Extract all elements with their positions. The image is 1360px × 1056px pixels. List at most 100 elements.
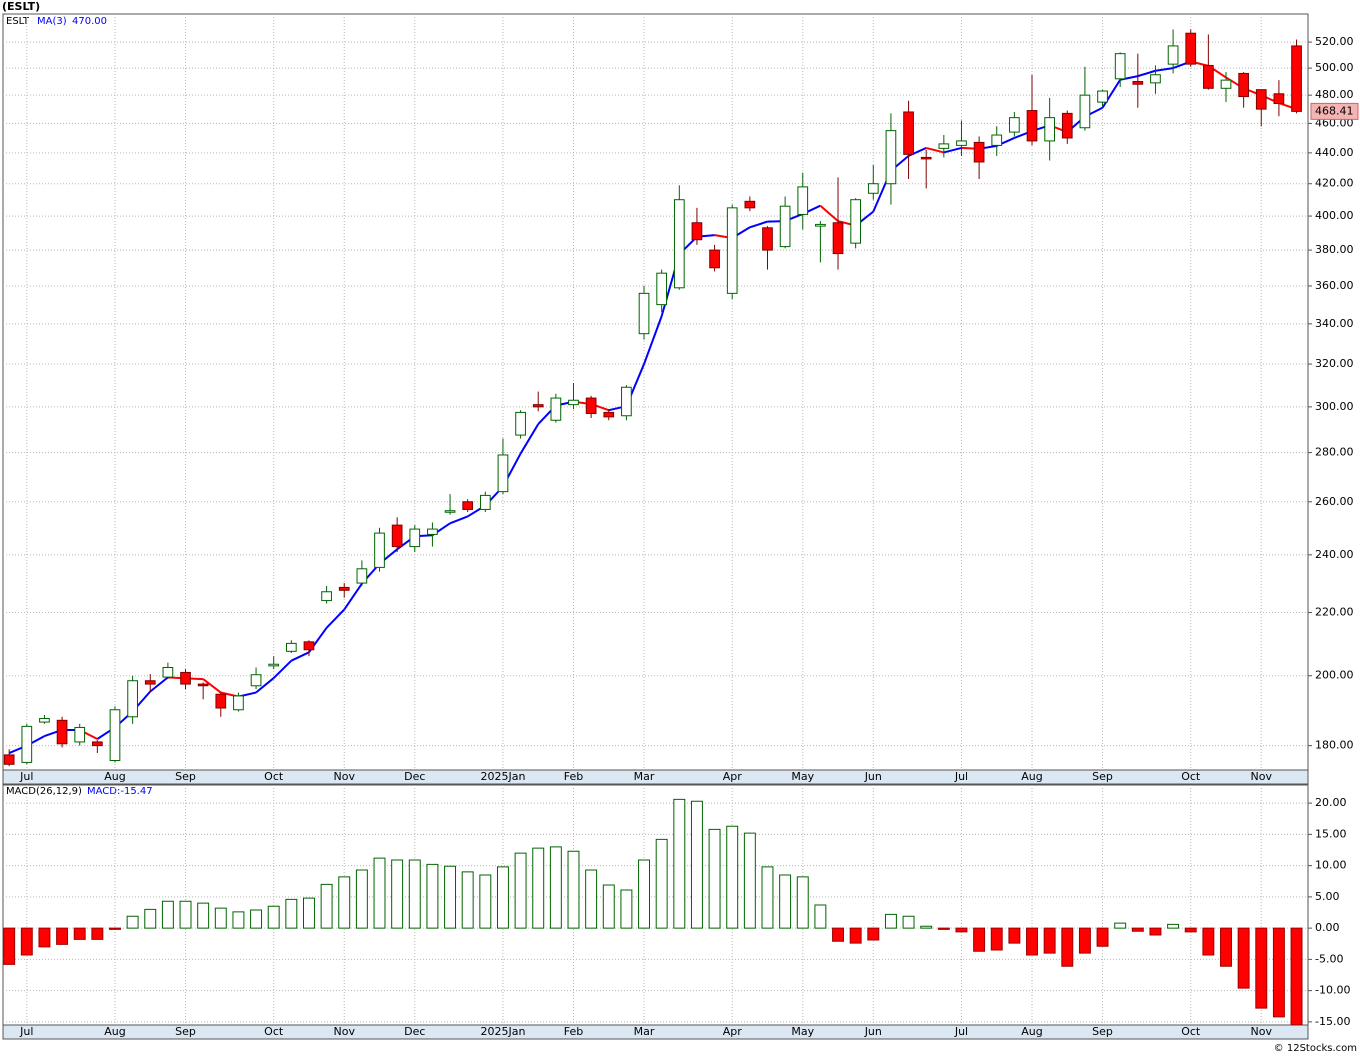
macd-bar — [779, 874, 792, 929]
x-tick-label: May — [791, 770, 814, 783]
macd-bar — [832, 927, 844, 942]
candle-body — [233, 695, 244, 711]
ma-segment — [290, 651, 310, 662]
macd-bar — [743, 832, 756, 929]
candle-body — [550, 397, 562, 421]
y-tick-label: 440.00 — [1315, 146, 1354, 159]
y-tick-label: -5.00 — [1315, 952, 1343, 965]
candle-body — [127, 680, 138, 718]
y-tick-label: 340.00 — [1315, 317, 1354, 330]
candle-body — [56, 719, 68, 745]
price-x-axis-band — [2, 769, 1309, 785]
ma-segment — [819, 204, 839, 222]
candle-body — [479, 494, 491, 510]
candle-body — [762, 227, 773, 251]
macd-bar — [655, 838, 668, 929]
macd-bar — [1255, 927, 1268, 1009]
y-tick-label: 200.00 — [1315, 669, 1354, 682]
macd-bar — [990, 927, 1003, 951]
y-tick-label: 380.00 — [1315, 243, 1354, 256]
candle-body — [515, 411, 526, 436]
x-tick-label: Nov — [1251, 770, 1273, 783]
x-tick-label: Aug — [104, 1025, 125, 1038]
candle-body — [391, 524, 403, 548]
macd-bar — [973, 927, 986, 952]
candle-body — [21, 725, 33, 763]
candle-body — [568, 399, 579, 406]
candle-body — [268, 663, 280, 667]
y-tick-label: 20.00 — [1315, 796, 1347, 809]
x-tick-label: Nov — [1251, 1025, 1273, 1038]
x-tick-label: Jul — [954, 770, 968, 783]
macd-x-axis-band — [2, 1024, 1309, 1040]
macd-bar — [38, 927, 51, 948]
macd-bar — [708, 828, 721, 929]
candle-body — [39, 718, 50, 723]
macd-bar — [549, 846, 562, 929]
macd-bar — [814, 904, 827, 929]
x-tick-label: Oct — [264, 1025, 284, 1038]
macd-bar — [1008, 927, 1021, 944]
legend-ma: MA(3) — [37, 16, 67, 27]
macd-bar — [179, 900, 192, 929]
candle-body — [585, 397, 597, 415]
candle-body — [303, 641, 315, 651]
candle-body — [374, 532, 385, 568]
macd-bar — [56, 927, 69, 945]
ma-segment — [325, 608, 345, 629]
x-tick-label: Oct — [264, 770, 284, 783]
x-tick-label: Feb — [564, 770, 583, 783]
macd-bar — [585, 869, 598, 929]
chart-title: (ESLT) — [2, 0, 40, 13]
x-tick-label: Mar — [634, 770, 655, 783]
x-tick-label: Apr — [723, 770, 743, 783]
macd-bar — [3, 927, 16, 965]
macd-bar — [461, 871, 474, 929]
x-tick-label: Aug — [1021, 1025, 1042, 1038]
price-panel — [2, 13, 1309, 771]
candle-body — [532, 404, 544, 408]
candle-body — [497, 454, 509, 493]
candle-body — [250, 674, 262, 687]
y-tick-label: 15.00 — [1315, 827, 1347, 840]
x-tick-label: Nov — [334, 770, 356, 783]
macd-panel — [2, 784, 1309, 1026]
y-tick-label: 280.00 — [1315, 446, 1354, 459]
candle-body — [1114, 53, 1126, 80]
macd-bar — [1078, 927, 1091, 954]
macd-bar — [955, 927, 968, 933]
candle-body — [973, 141, 985, 163]
macd-bar — [267, 905, 280, 929]
macd-bar — [1114, 922, 1127, 929]
ma-segment — [519, 423, 540, 455]
y-tick-label: 500.00 — [1315, 61, 1354, 74]
macd-bar — [761, 866, 774, 929]
macd-bar — [1026, 927, 1038, 956]
x-tick-label: Aug — [1021, 770, 1042, 783]
macd-bar — [1184, 927, 1197, 933]
ma-segment — [149, 676, 169, 693]
y-tick-label: 420.00 — [1315, 177, 1354, 190]
macd-bar — [320, 883, 333, 929]
candle-body — [1097, 90, 1108, 103]
ma-segment — [1101, 79, 1122, 109]
candle-body — [91, 741, 103, 747]
macd-bar — [1043, 927, 1056, 954]
candle-body — [427, 528, 438, 535]
x-tick-label: Dec — [404, 1025, 425, 1038]
y-tick-label: 220.00 — [1315, 606, 1354, 619]
candle-body — [109, 709, 121, 762]
x-tick-label: May — [791, 1025, 814, 1038]
candle-body — [338, 586, 350, 591]
candle-body — [1273, 93, 1285, 105]
x-tick-label: Jun — [864, 770, 882, 783]
candle-body — [444, 510, 456, 513]
ma-segment — [643, 315, 663, 365]
macd-bar — [532, 847, 545, 929]
macd-bar — [303, 897, 315, 929]
ma-segment — [202, 678, 222, 694]
macd-bar — [161, 900, 174, 929]
macd-bar — [937, 927, 950, 930]
macd-bar — [902, 915, 915, 929]
macd-bar — [620, 889, 633, 929]
